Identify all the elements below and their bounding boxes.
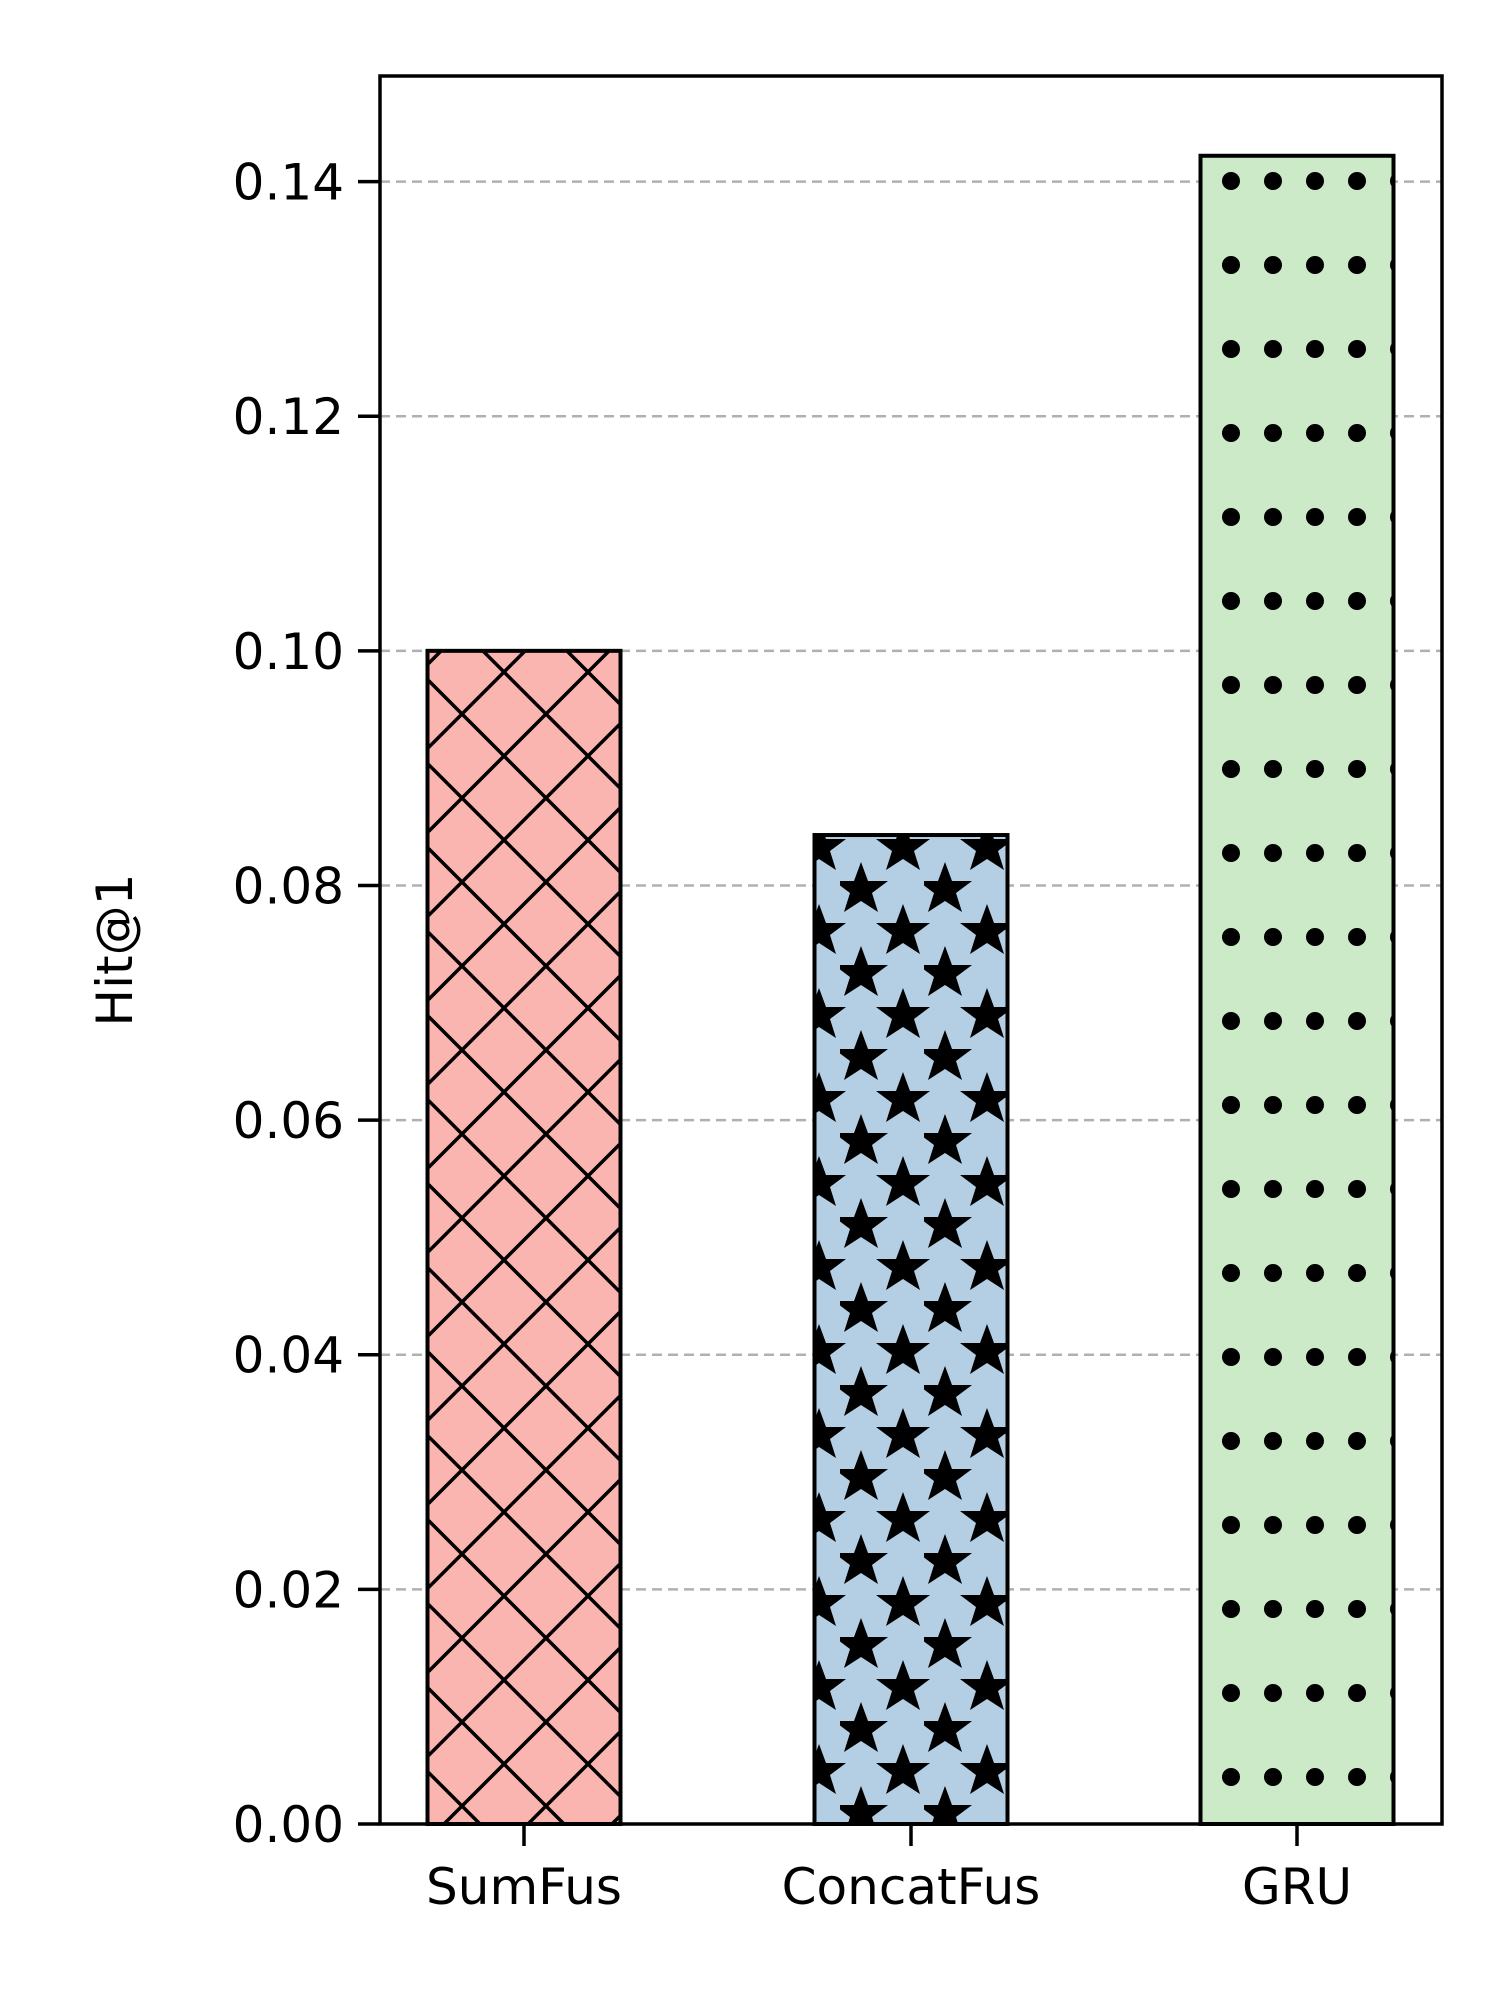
x-tick-label: GRU <box>1242 1858 1352 1916</box>
x-tick-label: SumFus <box>426 1858 622 1916</box>
y-tick-label: 0.04 <box>233 1327 344 1385</box>
y-tick-label: 0.10 <box>233 623 344 681</box>
bar-hatch <box>814 835 1008 1824</box>
y-tick-label: 0.14 <box>233 154 344 212</box>
x-axis: SumFus ConcatFus GRU <box>426 1824 1352 1916</box>
y-axis: 0.00 0.02 0.04 0.06 0.08 0.10 0.12 0.14 <box>233 154 380 1854</box>
bar-hatch <box>427 650 621 1824</box>
y-tick-label: 0.00 <box>233 1796 344 1854</box>
y-tick-label: 0.02 <box>233 1561 344 1619</box>
y-tick-label: 0.12 <box>233 388 344 446</box>
x-tick-label: ConcatFus <box>782 1858 1041 1916</box>
bars <box>425 153 1396 1827</box>
y-axis-label: Hit@1 <box>86 874 144 1027</box>
bar-hatch <box>1200 155 1394 1824</box>
y-tick-label: 0.08 <box>233 857 344 915</box>
y-tick-label: 0.06 <box>233 1092 344 1150</box>
